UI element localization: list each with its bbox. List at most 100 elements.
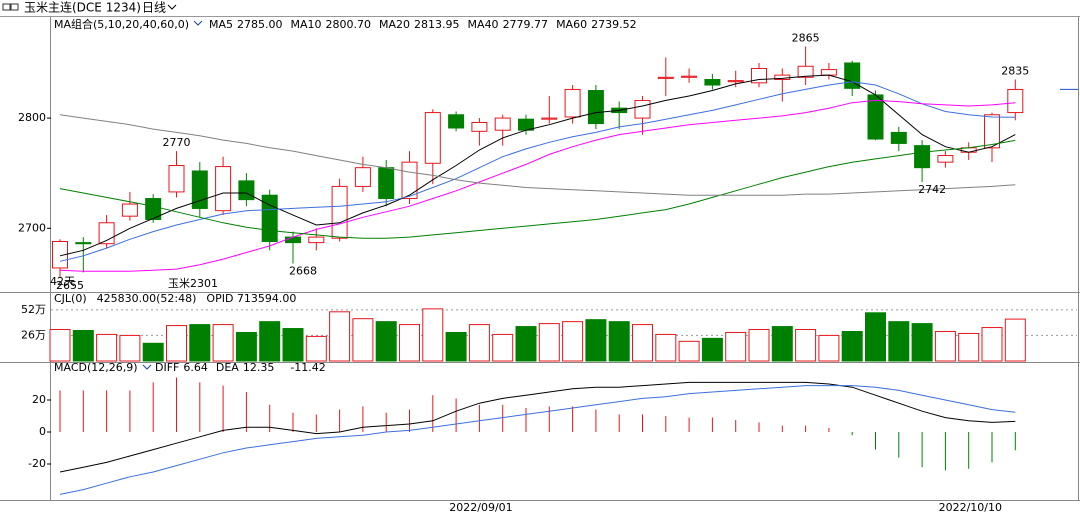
candle-body	[331, 185, 348, 239]
volume-bar	[212, 324, 234, 362]
legend-name: MA20	[379, 18, 410, 31]
chevron[interactable]	[193, 20, 203, 26]
line-series	[59, 139, 1016, 239]
candle-body	[378, 167, 395, 200]
legend-name: MA10	[291, 18, 322, 31]
candle-body	[168, 164, 185, 193]
legend-value: 2813.95	[414, 18, 460, 31]
volume-bar	[678, 340, 700, 362]
high-label: 2865	[792, 31, 820, 44]
chevron[interactable]	[167, 4, 177, 10]
candle-body	[401, 161, 418, 200]
y-tick-label: 0	[39, 425, 46, 438]
volume-bar	[492, 333, 514, 362]
volume-bar	[818, 334, 840, 362]
line-series	[59, 81, 1016, 262]
low-label: 2668	[289, 265, 317, 278]
volume-bar	[608, 321, 630, 362]
panel-title: MACD(12,26,9)	[54, 361, 138, 374]
line-series	[59, 381, 1016, 473]
volume-bar	[329, 311, 351, 362]
volume-bar	[445, 331, 467, 362]
legend-name: MA5	[209, 18, 233, 31]
candle-body	[145, 198, 162, 220]
candle-body	[121, 203, 138, 217]
panel-title: CJL(0)	[54, 292, 87, 305]
span-label: 42天	[50, 275, 75, 288]
legend-value: -11.42	[290, 361, 325, 374]
volume-bar	[981, 327, 1003, 362]
candle-body	[308, 236, 325, 244]
legend-name: DEA	[216, 361, 239, 374]
line-series	[59, 385, 1016, 495]
candle-body	[1007, 88, 1024, 114]
chevron[interactable]	[142, 364, 152, 370]
y-tick-label: 52万	[21, 303, 46, 316]
legend-value: 12.35	[243, 361, 275, 374]
volume-bar	[515, 326, 537, 362]
legend-value: 2779.77	[503, 18, 549, 31]
volume-bar	[468, 324, 490, 362]
line-series	[59, 114, 1016, 196]
candle-body	[541, 117, 558, 120]
volume-bar	[282, 328, 304, 362]
volume-bar	[655, 333, 677, 362]
candle-body	[727, 80, 744, 83]
volume-bar	[958, 332, 980, 362]
period[interactable]: 日线	[142, 1, 166, 15]
volume-bar	[375, 321, 397, 362]
legend-name: MA60	[556, 18, 587, 31]
volume-bar	[142, 342, 164, 362]
y-tick-label: 20	[32, 393, 46, 406]
high-label: 2770	[163, 136, 191, 149]
legend-value: 2800.70	[326, 18, 372, 31]
candle-body	[494, 117, 511, 131]
volume-bar	[701, 337, 723, 362]
candle-body	[634, 99, 651, 119]
icon[interactable]	[10, 3, 19, 11]
legend-value: 6.64	[183, 361, 208, 374]
toolbar: 玉米主连(DCE 1234) 日线	[2, 0, 177, 15]
y-tick-label: 26万	[21, 328, 46, 341]
candle-body	[914, 145, 931, 169]
candle-body	[984, 114, 1000, 149]
candle-body	[587, 90, 604, 125]
legend-value: 2739.52	[591, 18, 637, 31]
candle-body	[704, 79, 721, 86]
instrument-title[interactable]: 玉米主连(DCE 1234)	[24, 0, 141, 15]
candle-body	[890, 131, 907, 144]
candle-body	[215, 166, 232, 212]
candle-body	[238, 180, 255, 201]
volume-bar	[888, 321, 910, 362]
low-label: 2655	[56, 279, 84, 292]
panel-title: MA组合(5,10,20,40,60,0)	[54, 17, 189, 31]
icon[interactable]	[2, 3, 11, 11]
high-label: 2835	[1001, 65, 1029, 78]
candle-body	[681, 75, 698, 78]
opid-text: OPID 713594.00	[206, 292, 296, 305]
candle-body	[657, 76, 674, 79]
volume-bar	[422, 308, 444, 362]
volume-bar	[119, 334, 141, 362]
candle-body	[285, 236, 301, 244]
legend-name: MA40	[468, 18, 499, 31]
line-series	[59, 99, 1016, 272]
candle-body	[564, 88, 581, 118]
candle-body	[797, 65, 814, 78]
candle-body	[471, 121, 488, 132]
contract-label: 玉米2301	[168, 277, 218, 290]
candle-body	[820, 69, 837, 76]
volume-bar	[911, 323, 933, 362]
y-tick-label: 2800	[18, 111, 46, 124]
volume-bar	[72, 330, 94, 362]
volume-bar	[562, 321, 584, 362]
volume-bar	[166, 325, 187, 362]
volume-bar	[305, 335, 327, 362]
candle-body	[424, 112, 441, 164]
candle-body	[52, 241, 68, 269]
volume-bar	[934, 330, 956, 362]
candle-body	[448, 114, 465, 129]
volume-bar	[538, 323, 560, 362]
volume-bar	[235, 331, 257, 362]
volume-bar	[795, 329, 817, 362]
